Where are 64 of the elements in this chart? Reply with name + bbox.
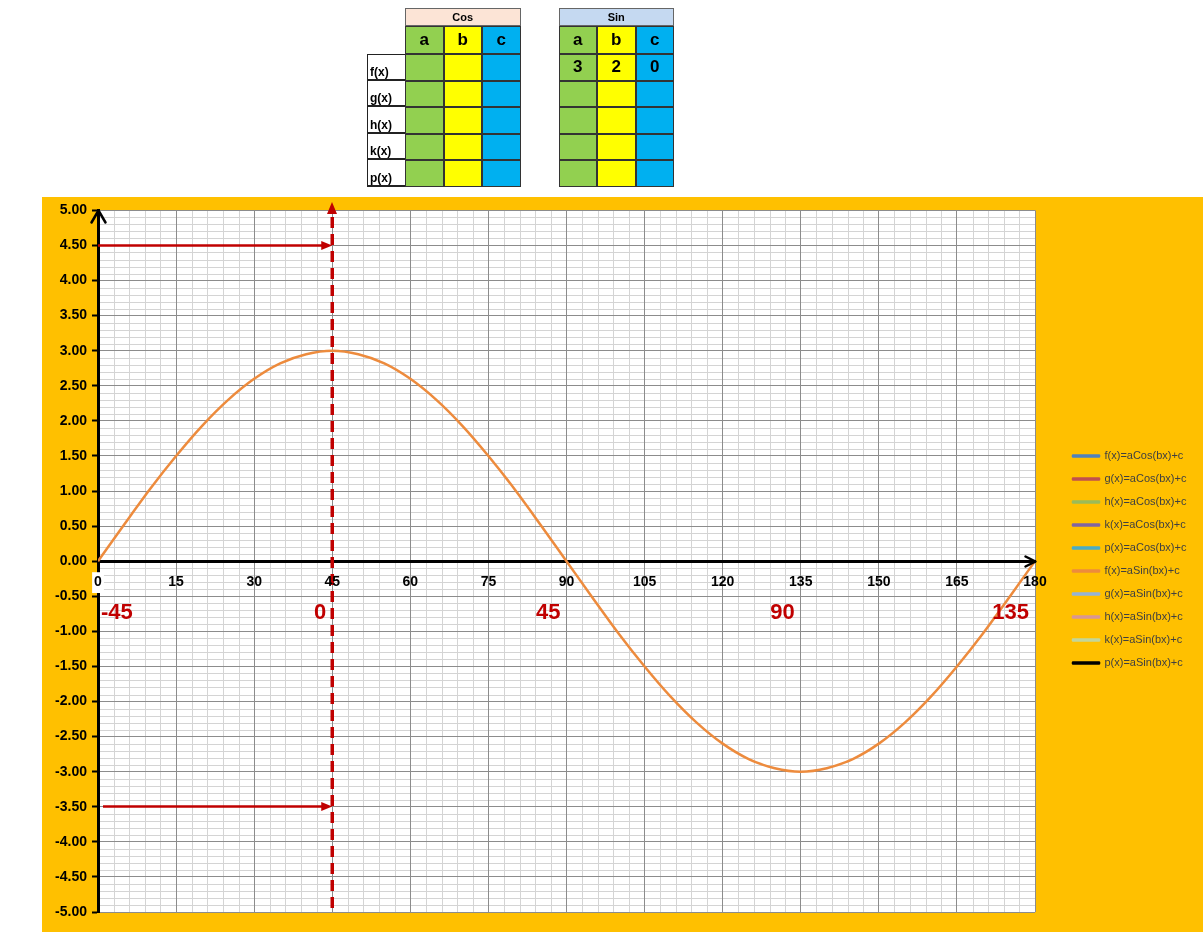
y-tick-label: -1.00: [55, 622, 88, 639]
y-tick-label: 0.50: [59, 516, 88, 533]
y-tick-label: 3.50: [59, 306, 88, 323]
legend-label: k(x)=aCos(bx)+c: [1104, 518, 1187, 531]
annotation: 45: [536, 599, 561, 625]
x-tick-label: 0: [94, 573, 103, 590]
x-tick-label: 15: [168, 573, 185, 590]
y-tick-label: 5.00: [59, 201, 88, 218]
x-tick-label: 180: [1023, 573, 1047, 590]
x-tick-label: 120: [710, 573, 735, 590]
legend-label: h(x)=aCos(bx)+c: [1104, 495, 1187, 508]
legend-label: h(x)=aSin(bx)+c: [1104, 610, 1184, 623]
y-tick-label: 0.00: [59, 552, 88, 569]
x-tick-label: 90: [558, 573, 575, 590]
legend-label: f(x)=aSin(bx)+c: [1104, 564, 1181, 577]
y-tick-label: -4.00: [55, 832, 88, 849]
category-label: a: [558, 26, 597, 54]
x-tick-label: 165: [945, 573, 969, 590]
annotation: -45: [101, 599, 133, 625]
x-tick-label: 75: [480, 573, 497, 590]
text: Cos: [405, 8, 521, 26]
legend-label: p(x)=aSin(bx)+c: [1104, 656, 1184, 669]
y-tick-label: -2.50: [55, 727, 88, 744]
y-tick-label: 3.00: [59, 341, 88, 358]
x-tick-label: 60: [402, 573, 419, 590]
y-tick-label: 1.00: [59, 481, 88, 498]
y-tick-label: -4.50: [55, 867, 88, 884]
y-tick-label: -5.00: [55, 902, 88, 919]
category-label: p(x): [370, 170, 392, 185]
category-label: h(x): [370, 117, 392, 132]
y-tick-label: 2.50: [59, 376, 88, 393]
text: 0: [650, 57, 660, 77]
y-tick-label: 4.50: [59, 236, 88, 253]
x-tick-label: 150: [867, 573, 891, 590]
category-label: b: [443, 26, 482, 54]
y-tick-label: -0.50: [55, 587, 88, 604]
legend-label: k(x)=aSin(bx)+c: [1104, 633, 1183, 646]
y-tick-label: -3.50: [55, 797, 88, 814]
legend-label: g(x)=aCos(bx)+c: [1104, 472, 1187, 485]
category-label: c: [635, 26, 674, 54]
x-tick-label: 45: [324, 573, 341, 590]
text: 2: [611, 57, 621, 77]
y-tick-label: 4.00: [59, 271, 88, 288]
x-tick-label: 30: [246, 573, 263, 590]
y-tick-label: -3.00: [55, 762, 88, 779]
category-label: a: [405, 26, 444, 54]
legend-label: g(x)=aSin(bx)+c: [1104, 587, 1184, 600]
x-tick-label: 135: [789, 573, 813, 590]
annotation: 90: [770, 599, 795, 625]
legend-label: p(x)=aCos(bx)+c: [1104, 541, 1187, 554]
y-tick-label: 2.00: [59, 411, 88, 428]
y-tick-label: 1.50: [59, 446, 88, 463]
y-tick-label: -1.50: [55, 657, 88, 674]
category-label: c: [482, 26, 521, 54]
category-label: f(x): [370, 64, 389, 79]
y-tick-label: -2.00: [55, 692, 88, 709]
x-tick-label: 105: [632, 573, 657, 590]
text: Sin: [558, 8, 674, 26]
category-label: g(x): [370, 91, 392, 106]
annotation: 0: [314, 599, 327, 625]
text: 3: [573, 57, 583, 77]
legend-label: f(x)=aCos(bx)+c: [1104, 449, 1184, 462]
category-label: b: [597, 26, 636, 54]
category-label: k(x): [370, 144, 392, 159]
